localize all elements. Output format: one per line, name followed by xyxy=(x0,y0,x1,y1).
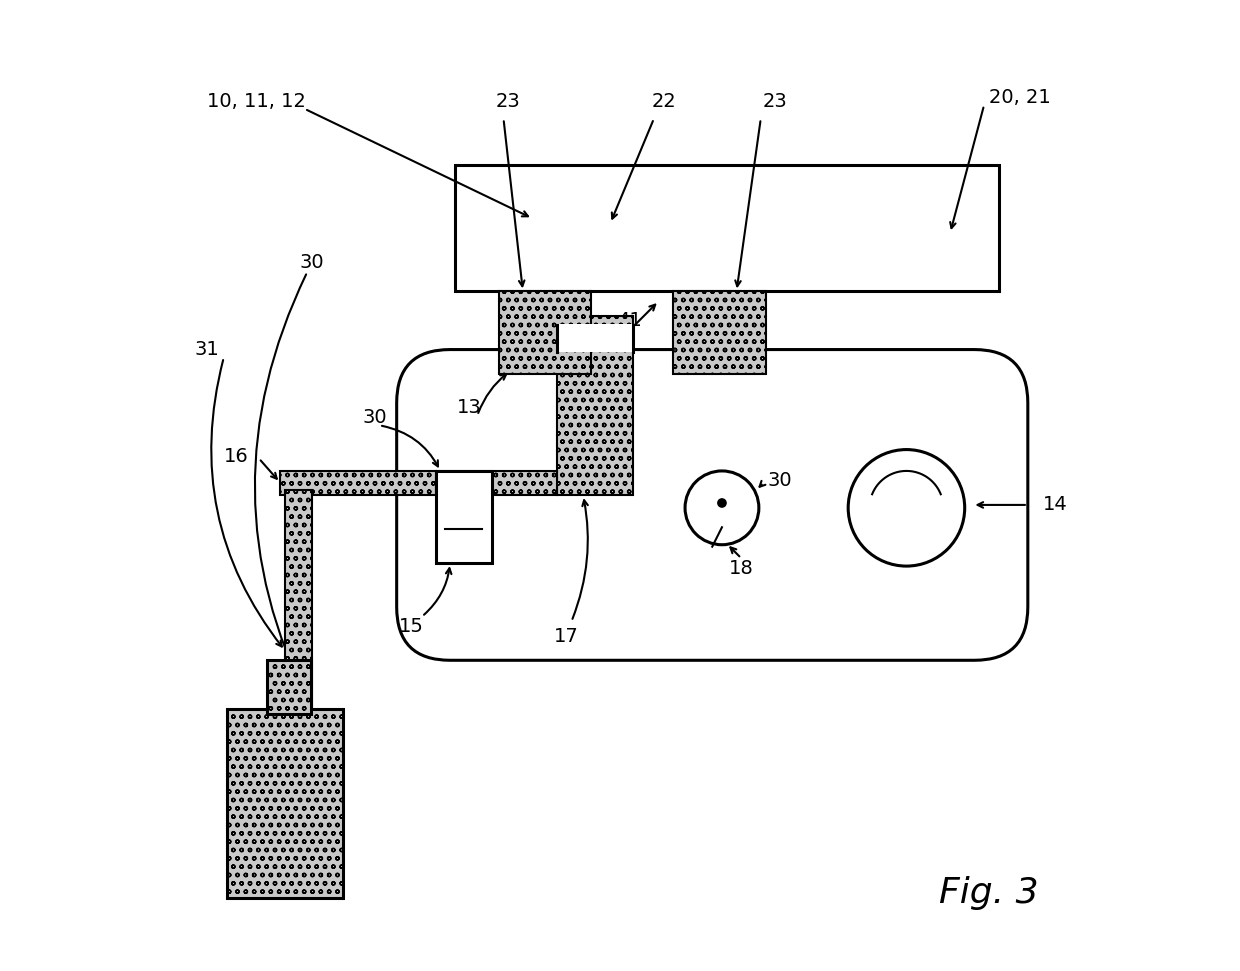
Bar xyxy=(455,165,998,291)
Text: 22: 22 xyxy=(651,92,676,112)
Text: 30: 30 xyxy=(363,408,388,427)
Text: 15: 15 xyxy=(399,617,424,636)
Bar xyxy=(557,316,632,495)
Bar xyxy=(557,324,632,352)
Bar xyxy=(435,471,492,563)
Text: 41: 41 xyxy=(618,311,642,330)
Bar xyxy=(285,490,312,709)
Text: 18: 18 xyxy=(729,558,754,578)
Text: 23: 23 xyxy=(496,92,521,112)
Circle shape xyxy=(848,450,965,566)
Text: 13: 13 xyxy=(458,398,482,418)
Text: 23: 23 xyxy=(763,92,787,112)
Text: 20, 21: 20, 21 xyxy=(990,87,1050,107)
Text: 31: 31 xyxy=(195,340,219,359)
Text: 30: 30 xyxy=(300,252,324,272)
Text: 10, 11, 12: 10, 11, 12 xyxy=(207,92,306,112)
Text: 16: 16 xyxy=(224,447,249,466)
Text: 30: 30 xyxy=(768,471,792,490)
Circle shape xyxy=(717,498,727,508)
Text: 14: 14 xyxy=(1043,495,1068,515)
Bar xyxy=(498,291,591,374)
Text: 17: 17 xyxy=(554,626,579,646)
Bar xyxy=(267,660,311,714)
Bar xyxy=(435,471,557,495)
Circle shape xyxy=(684,471,759,545)
Bar xyxy=(673,291,765,374)
Text: Fig. 3: Fig. 3 xyxy=(939,876,1039,911)
Bar xyxy=(280,471,435,495)
Bar xyxy=(227,709,343,898)
FancyBboxPatch shape xyxy=(397,350,1028,660)
